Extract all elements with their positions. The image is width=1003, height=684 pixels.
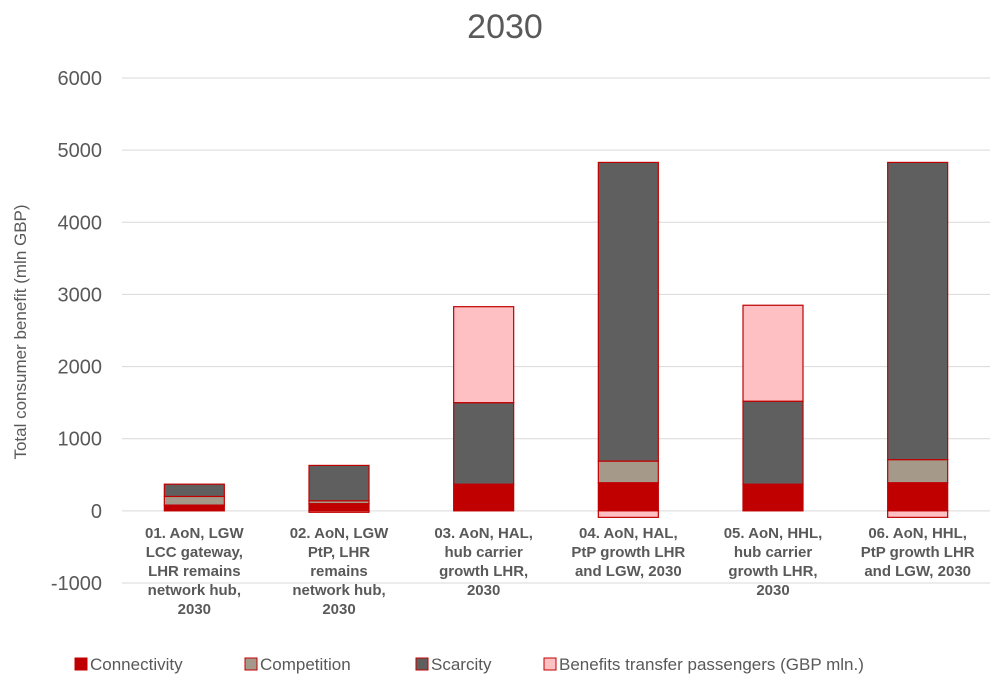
x-tick-label-line: hub carrier bbox=[444, 544, 523, 561]
bar-segment-competition bbox=[887, 459, 949, 484]
x-tick-label-line: network hub, bbox=[148, 582, 241, 599]
x-tick-label-line: 2030 bbox=[756, 582, 789, 599]
bar-segment-scarcity bbox=[453, 402, 515, 485]
y-axis-label: Total consumer benefit (mln GBP) bbox=[11, 204, 30, 459]
x-tick-label: 05. AoN, HHL, hub carrier growth LHR, 2030 bbox=[724, 525, 823, 599]
y-tick-label: 0 bbox=[91, 501, 102, 523]
x-tick-label-line: 05. AoN, HHL, bbox=[724, 525, 823, 542]
x-tick-label-line: network hub, bbox=[292, 582, 385, 599]
bar-segment-scarcity bbox=[887, 161, 949, 461]
legend-label: Connectivity bbox=[90, 655, 183, 674]
bar-segment-scarcity bbox=[597, 161, 659, 462]
bar-segment-connectivity bbox=[308, 503, 370, 512]
y-tick-label: 1000 bbox=[58, 429, 103, 451]
x-tick-label: 03. AoN, HAL, hub carrier growth LHR, 2030 bbox=[434, 525, 533, 599]
x-tick-label-line: hub carrier bbox=[734, 544, 813, 561]
bar-segment-benefits bbox=[597, 510, 659, 518]
y-tick-label: 6000 bbox=[58, 68, 103, 90]
x-tick-label: 01. AoN, LGW LCC gateway, LHR remains netwo… bbox=[145, 525, 244, 618]
bar-segment-benefits bbox=[742, 304, 804, 402]
x-tick-label-line: 01. AoN, LGW bbox=[145, 525, 244, 542]
x-tick-label-line: 02. AoN, LGW bbox=[290, 525, 389, 542]
y-tick-label: 4000 bbox=[58, 212, 103, 234]
x-tick-label-line: 06. AoN, HHL, bbox=[868, 525, 967, 542]
y-tick-label: 2000 bbox=[58, 357, 103, 379]
x-tick-label: 04. AoN, HAL, PtP growth LHR and LGW, 2030 bbox=[571, 525, 685, 580]
x-tick-label-line: and LGW, 2030 bbox=[864, 563, 971, 580]
x-tick-label-line: remains bbox=[310, 563, 368, 580]
legend-swatch bbox=[543, 657, 557, 671]
x-tick-label-line: 04. AoN, HAL, bbox=[579, 525, 678, 542]
bar-segment-scarcity bbox=[742, 400, 804, 485]
bar-segment-scarcity bbox=[163, 483, 225, 498]
bar-segment-competition bbox=[163, 495, 225, 506]
x-tick-label-line: growth LHR, bbox=[439, 563, 528, 580]
legend-label: Benefits transfer passengers (GBP mln.) bbox=[559, 655, 864, 674]
y-tick-label: 5000 bbox=[58, 140, 103, 162]
x-axis-ticks: 01. AoN, LGW LCC gateway, LHR remains netwo… bbox=[145, 525, 975, 618]
legend-label: Competition bbox=[260, 655, 351, 674]
x-tick-label-line: and LGW, 2030 bbox=[575, 563, 682, 580]
x-tick-label: 06. AoN, HHL, PtP growth LHR and LGW, 2030 bbox=[861, 525, 975, 580]
x-tick-label-line: growth LHR, bbox=[728, 563, 817, 580]
gridlines bbox=[122, 77, 990, 584]
legend-swatch bbox=[244, 657, 258, 671]
x-tick-label-line: 2030 bbox=[322, 601, 355, 618]
legend-swatch bbox=[415, 657, 429, 671]
x-tick-label-line: 03. AoN, HAL, bbox=[434, 525, 533, 542]
chart-title: 2030 bbox=[467, 8, 543, 46]
x-tick-label-line: LCC gateway, bbox=[146, 544, 243, 561]
legend-label: Scarcity bbox=[431, 655, 492, 674]
legend-swatch bbox=[74, 657, 88, 671]
x-tick-label: 02. AoN, LGW PtP, LHR remains network hub, 2… bbox=[290, 525, 389, 618]
bar-segment-benefits bbox=[453, 306, 515, 404]
y-tick-label: -1000 bbox=[51, 573, 102, 595]
bar-segment-connectivity bbox=[163, 504, 225, 512]
bar-segment-connectivity bbox=[597, 482, 659, 512]
bar-segment-competition bbox=[597, 460, 659, 484]
x-tick-label-line: 2030 bbox=[467, 582, 500, 599]
x-tick-label-line: PtP growth LHR bbox=[571, 544, 685, 561]
x-tick-label-line: PtP, LHR bbox=[308, 544, 370, 561]
bars bbox=[163, 161, 949, 518]
x-tick-label-line: LHR remains bbox=[148, 563, 241, 580]
x-tick-label-line: PtP growth LHR bbox=[861, 544, 975, 561]
bar-segment-connectivity bbox=[887, 482, 949, 512]
bar-segment-connectivity bbox=[453, 483, 515, 512]
bar-segment-benefits bbox=[308, 510, 370, 513]
bar-segment-benefits bbox=[887, 510, 949, 518]
y-tick-label: 3000 bbox=[58, 284, 103, 306]
y-axis-ticks: -1000 0 1000 2000 3000 4000 5000 6000 bbox=[51, 68, 102, 595]
bar-segment-connectivity bbox=[742, 483, 804, 512]
x-tick-label-line: 2030 bbox=[178, 601, 211, 618]
legend: Connectivity Competition Scarcity Benefits … bbox=[74, 655, 864, 674]
bar-segment-scarcity bbox=[308, 464, 370, 502]
